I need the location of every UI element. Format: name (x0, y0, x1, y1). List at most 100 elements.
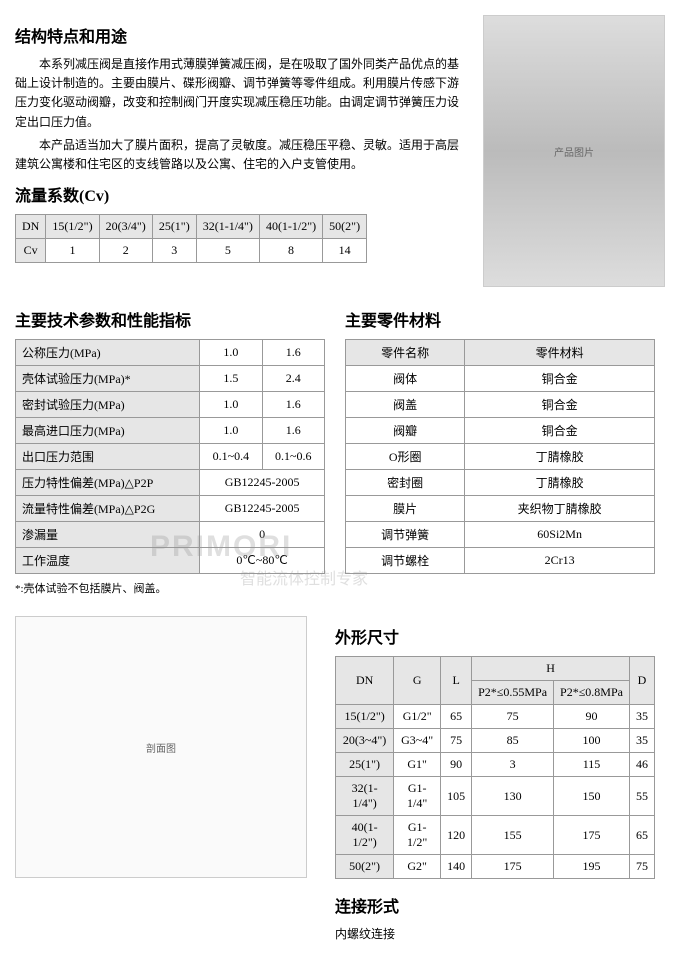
material-value: 夹织物丁腈橡胶 (465, 496, 655, 522)
cv-value-cell: 3 (152, 239, 196, 263)
dim-cell: 25(1") (336, 753, 394, 777)
dim-cell: 175 (472, 855, 554, 879)
specs-value: 0 (200, 522, 325, 548)
cv-value-cell: 2 (99, 239, 152, 263)
dim-cell: 120 (441, 816, 472, 855)
materials-header-mat: 零件材料 (465, 340, 655, 366)
material-name: 密封圈 (346, 470, 465, 496)
specs-label: 渗漏量 (16, 522, 200, 548)
dim-cell: 155 (472, 816, 554, 855)
dim-cell: G1-1/4" (394, 777, 441, 816)
dim-cell: 90 (554, 705, 630, 729)
dim-cell: 20(3~4") (336, 729, 394, 753)
material-name: 调节弹簧 (346, 522, 465, 548)
cross-section-diagram: 剖面图 (15, 616, 307, 878)
specs-value: 1.0 (200, 418, 262, 444)
materials-table: 零件名称 零件材料 阀体铜合金阀盖铜合金阀瓣铜合金O形圈丁腈橡胶密封圈丁腈橡胶膜… (345, 339, 655, 574)
material-name: 调节螺栓 (346, 548, 465, 574)
dim-cell: 65 (441, 705, 472, 729)
dim-cell: 150 (554, 777, 630, 816)
section-title-structure: 结构特点和用途 (15, 23, 463, 47)
specs-value: 0.1~0.6 (262, 444, 324, 470)
material-value: 铜合金 (465, 392, 655, 418)
specs-value: 1.6 (262, 392, 324, 418)
dim-h-g: G (394, 657, 441, 705)
dim-cell: 46 (629, 753, 654, 777)
dim-cell: 140 (441, 855, 472, 879)
specs-label: 工作温度 (16, 548, 200, 574)
specs-value: 1.6 (262, 418, 324, 444)
dim-cell: 65 (629, 816, 654, 855)
cv-header-cell: 40(1-1/2") (259, 215, 322, 239)
dim-h-h: H (472, 657, 630, 681)
para-2: 本产品适当加大了膜片面积，提高了灵敏度。减压稳压平稳、灵敏。适用于高层建筑公寓楼… (15, 136, 463, 174)
cv-value-cell: 5 (196, 239, 259, 263)
dim-h-h2: P2*≤0.8MPa (554, 681, 630, 705)
cv-value-cell: 1 (46, 239, 99, 263)
specs-label: 公称压力(MPa) (16, 340, 200, 366)
material-value: 铜合金 (465, 366, 655, 392)
material-name: O形圈 (346, 444, 465, 470)
dim-cell: 105 (441, 777, 472, 816)
material-name: 阀盖 (346, 392, 465, 418)
cv-header-cell: 15(1/2") (46, 215, 99, 239)
material-value: 丁腈橡胶 (465, 470, 655, 496)
dim-cell: 115 (554, 753, 630, 777)
section-title-materials: 主要零件材料 (345, 307, 655, 331)
dim-cell: 75 (629, 855, 654, 879)
cv-header-cell: 20(3/4") (99, 215, 152, 239)
specs-label: 最高进口压力(MPa) (16, 418, 200, 444)
cv-header-cell: 25(1") (152, 215, 196, 239)
cv-header-cell: 50(2") (323, 215, 367, 239)
dim-cell: 75 (472, 705, 554, 729)
dim-cell: 75 (441, 729, 472, 753)
specs-table: 公称压力(MPa)1.01.6壳体试验压力(MPa)*1.52.4密封试验压力(… (15, 339, 325, 574)
dim-cell: G3~4" (394, 729, 441, 753)
specs-value: 0.1~0.4 (200, 444, 262, 470)
dim-cell: 32(1-1/4") (336, 777, 394, 816)
material-value: 丁腈橡胶 (465, 444, 655, 470)
material-value: 60Si2Mn (465, 522, 655, 548)
section-title-connection: 连接形式 (335, 893, 655, 917)
specs-label: 壳体试验压力(MPa)* (16, 366, 200, 392)
dim-cell: G2" (394, 855, 441, 879)
specs-value: 1.6 (262, 340, 324, 366)
dim-h-dn: DN (336, 657, 394, 705)
specs-value: 0℃~80℃ (200, 548, 325, 574)
cv-row-label: Cv (16, 239, 46, 263)
dim-cell: G1/2" (394, 705, 441, 729)
specs-value: 1.5 (200, 366, 262, 392)
dim-cell: 3 (472, 753, 554, 777)
product-image: 产品图片 (483, 15, 665, 287)
dim-cell: 100 (554, 729, 630, 753)
dim-cell: G1-1/2" (394, 816, 441, 855)
connection-text: 内螺纹连接 (335, 925, 655, 942)
dim-cell: 175 (554, 816, 630, 855)
cv-value-cell: 14 (323, 239, 367, 263)
dim-cell: 50(2") (336, 855, 394, 879)
material-name: 阀瓣 (346, 418, 465, 444)
para-1: 本系列减压阀是直接作用式薄膜弹簧减压阀，是在吸取了国外同类产品优点的基础上设计制… (15, 55, 463, 132)
dim-cell: 195 (554, 855, 630, 879)
specs-label: 压力特性偏差(MPa)△P2P (16, 470, 200, 496)
specs-note: *:壳体试验不包括膜片、阀盖。 (15, 580, 325, 596)
material-name: 膜片 (346, 496, 465, 522)
dim-cell: 35 (629, 729, 654, 753)
dim-cell: G1" (394, 753, 441, 777)
material-value: 铜合金 (465, 418, 655, 444)
section-title-dimensions: 外形尺寸 (335, 624, 655, 648)
specs-label: 密封试验压力(MPa) (16, 392, 200, 418)
cv-value-cell: 8 (259, 239, 322, 263)
specs-label: 出口压力范围 (16, 444, 200, 470)
dim-cell: 40(1-1/2") (336, 816, 394, 855)
dim-h-d: D (629, 657, 654, 705)
dim-cell: 130 (472, 777, 554, 816)
section-title-cv: 流量系数(Cv) (15, 182, 463, 206)
material-name: 阀体 (346, 366, 465, 392)
specs-value: 1.0 (200, 392, 262, 418)
materials-header-name: 零件名称 (346, 340, 465, 366)
specs-value: 1.0 (200, 340, 262, 366)
dim-cell: 55 (629, 777, 654, 816)
dim-cell: 90 (441, 753, 472, 777)
section-title-specs: 主要技术参数和性能指标 (15, 307, 325, 331)
